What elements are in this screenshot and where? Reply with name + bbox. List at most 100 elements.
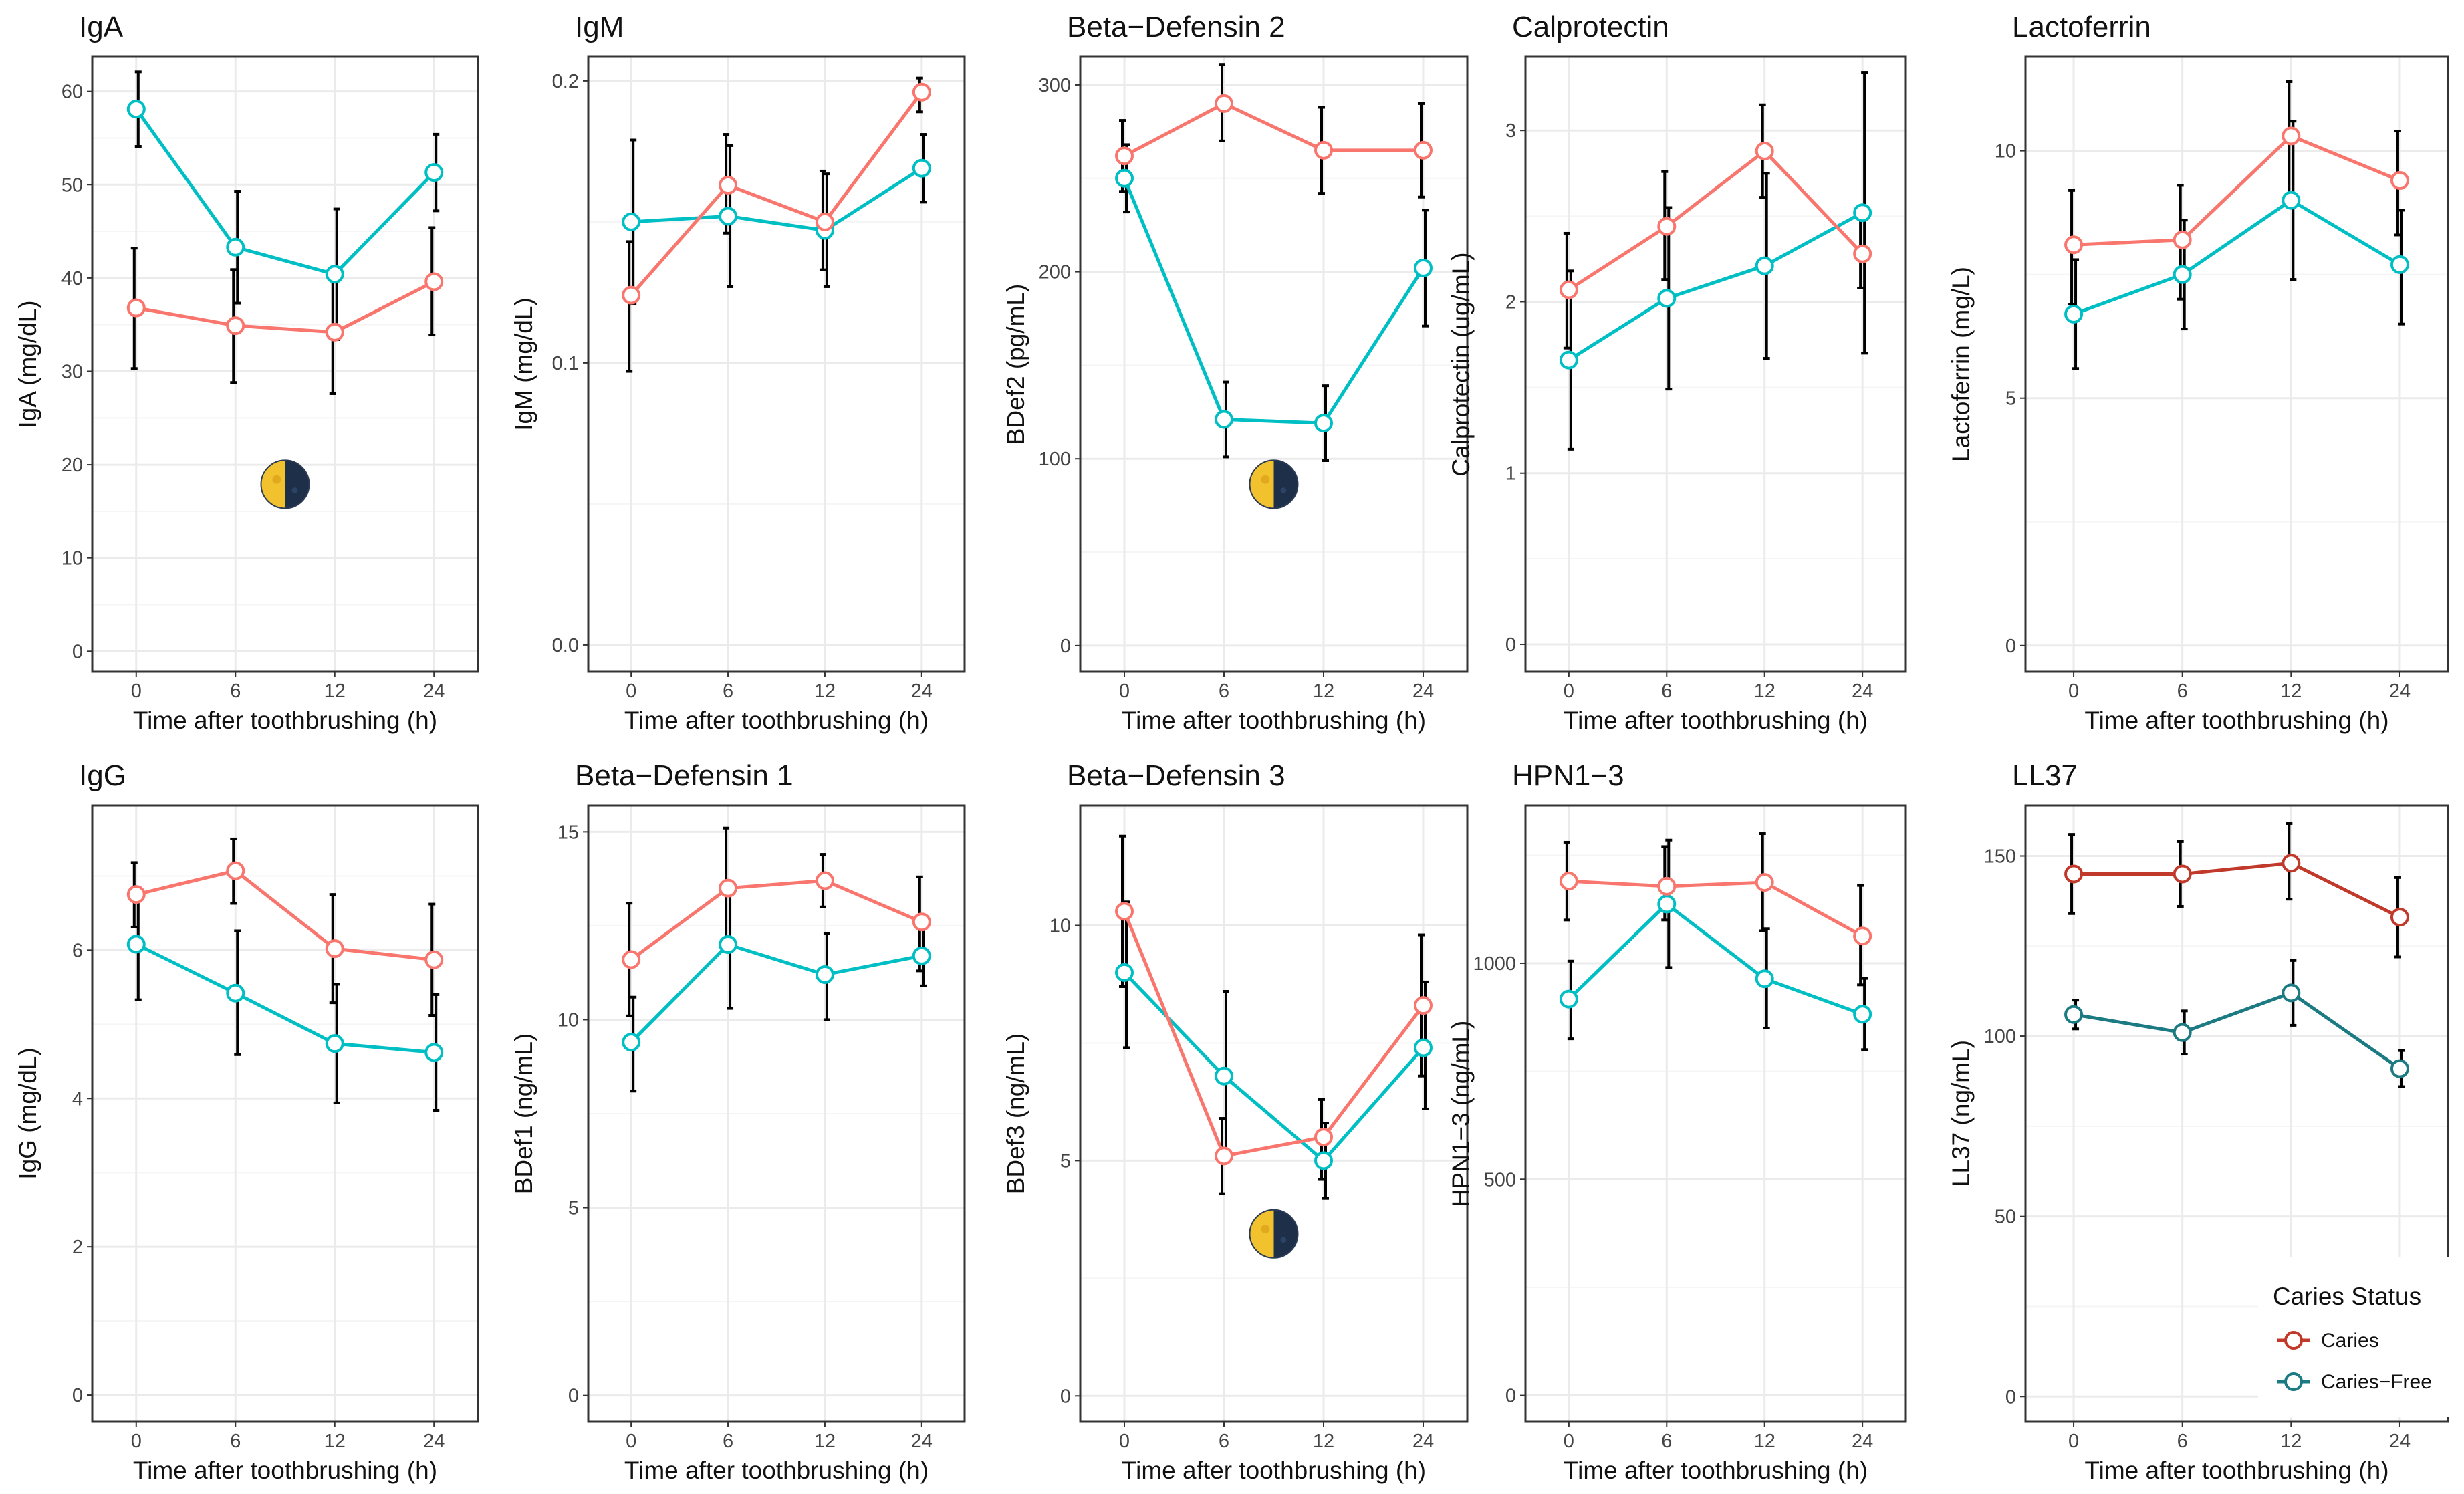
- x-tick-label: 6: [1219, 680, 1229, 702]
- x-tick-label: 24: [2389, 1430, 2411, 1452]
- y-tick-label: 2: [1505, 291, 1516, 313]
- x-axis-label: Time after toothbrushing (h): [1122, 1457, 1426, 1484]
- point-caries-free: [2390, 1059, 2409, 1078]
- point-caries-free: [325, 265, 344, 284]
- y-tick-label: 30: [61, 361, 83, 382]
- point-caries: [2390, 908, 2409, 927]
- x-tick-label: 6: [2177, 1430, 2188, 1452]
- point-caries: [2282, 854, 2301, 873]
- x-tick-label: 0: [1564, 1430, 1574, 1452]
- point-caries-free: [424, 1043, 444, 1062]
- point-caries-free: [622, 1033, 641, 1052]
- panel-bdef3: 0 5 10 0 6 12 24 Beta−Defensin 3 Time after toot…: [1002, 759, 1469, 1484]
- point-caries: [2282, 126, 2301, 146]
- point-caries: [1413, 140, 1433, 160]
- series-line-caries: [2074, 861, 2401, 919]
- x-tick-label: 0: [131, 1430, 142, 1452]
- panel-lactoferrin: 0 5 10 0 6 12 24 Lactoferrin Time after toothbru…: [1947, 11, 2449, 734]
- point-caries-free: [424, 163, 444, 182]
- point-caries: [1559, 872, 1578, 891]
- point-caries-free: [1115, 963, 1134, 982]
- point-caries-free: [1853, 203, 1872, 223]
- series-line-caries: [2073, 134, 2400, 247]
- errorbar-caries: [626, 240, 633, 373]
- x-tick-label: 24: [1412, 680, 1434, 702]
- point-caries: [1755, 873, 1774, 892]
- series-line-caries: [1568, 879, 1864, 938]
- panel-border: [91, 55, 479, 673]
- x-axis-label: Time after toothbrushing (h): [624, 1457, 929, 1484]
- point-caries-free: [126, 100, 146, 119]
- x-tick-label: 6: [2177, 680, 2188, 702]
- point-caries-free: [2282, 191, 2301, 210]
- y-tick-label: 5: [568, 1198, 579, 1219]
- point-caries: [815, 212, 834, 231]
- y-tick-label: 10: [61, 548, 83, 570]
- legend-label-caries: Caries: [2321, 1330, 2379, 1352]
- series-line-caries: [1123, 102, 1423, 158]
- series-line-caries-free: [2073, 198, 2401, 316]
- legend: Caries Status Caries Caries−Free: [2258, 1257, 2459, 1417]
- panel-title: Beta−Defensin 3: [1067, 759, 1285, 792]
- point-caries: [2064, 235, 2084, 255]
- x-tick-label: 12: [2280, 1430, 2302, 1452]
- series-line-caries: [136, 868, 435, 962]
- point-caries-free: [1314, 1151, 1333, 1170]
- point-caries-free: [912, 946, 931, 965]
- x-tick-label: 0: [1564, 680, 1574, 702]
- x-axis-label: Time after toothbrushing (h): [1564, 707, 1868, 734]
- point-caries: [1853, 926, 1872, 946]
- point-caries: [2173, 230, 2192, 249]
- y-tick-label: 5: [1060, 1150, 1071, 1172]
- point-caries: [325, 939, 344, 959]
- panel-igm: 0.0 0.1 0.2 0 6 12 24 IgM Time after toothbrushi…: [510, 11, 966, 734]
- point-caries-free: [2282, 983, 2301, 1003]
- point-caries: [1853, 244, 1872, 263]
- y-tick-label: 50: [1995, 1207, 2016, 1228]
- series-line-caries-free: [1568, 211, 1864, 362]
- series-line-caries-free: [1122, 177, 1425, 425]
- panel-border: [587, 804, 966, 1423]
- point-caries: [424, 950, 444, 969]
- point-caries: [815, 871, 834, 890]
- point-caries: [622, 950, 641, 969]
- panel-border: [1524, 55, 1907, 673]
- point-caries-free: [719, 935, 738, 955]
- x-tick-label: 0: [1119, 1430, 1130, 1452]
- legend-key-point-caries-free: [2284, 1372, 2303, 1391]
- point-caries: [226, 316, 245, 336]
- point-caries-free: [2390, 255, 2409, 274]
- point-caries: [2390, 171, 2409, 191]
- panel-title: IgA: [79, 11, 124, 43]
- x-axis-label: Time after toothbrushing (h): [1122, 707, 1426, 734]
- y-tick-label: 100: [1984, 1026, 2016, 1047]
- y-tick-label: 50: [61, 174, 83, 196]
- point-caries: [126, 298, 146, 318]
- y-tick-label: 0: [1060, 636, 1071, 657]
- point-caries-free: [126, 935, 146, 954]
- panel-border: [1079, 804, 1469, 1423]
- point-caries: [1657, 217, 1677, 236]
- series-line-caries: [1568, 148, 1864, 291]
- x-tick-label: 12: [1313, 1430, 1334, 1452]
- x-tick-label: 0: [626, 1430, 636, 1452]
- panel-iga: 0 10 20 30 40 50 60 0 6 12 24 IgA Time after toothbr…: [14, 11, 479, 734]
- point-caries: [226, 861, 245, 880]
- x-axis-label: Time after toothbrushing (h): [1564, 1457, 1868, 1484]
- x-axis-label: Time after toothbrushing (h): [2084, 707, 2388, 734]
- x-tick-label: 12: [814, 680, 836, 702]
- y-tick-label: 40: [61, 268, 83, 289]
- y-tick-label: 60: [61, 82, 83, 103]
- y-tick-label: 0: [1505, 1386, 1516, 1407]
- point-caries: [2173, 864, 2192, 884]
- point-caries-free: [1413, 1038, 1433, 1057]
- x-tick-label: 12: [1754, 1430, 1775, 1452]
- x-tick-label: 0: [626, 680, 636, 702]
- y-tick-label: 6: [72, 940, 83, 961]
- panel-title: Lactoferrin: [2012, 11, 2151, 43]
- panel-title: Calprotectin: [1512, 11, 1669, 43]
- x-axis-label: Time after toothbrushing (h): [133, 1457, 437, 1484]
- point-caries: [1215, 94, 1234, 113]
